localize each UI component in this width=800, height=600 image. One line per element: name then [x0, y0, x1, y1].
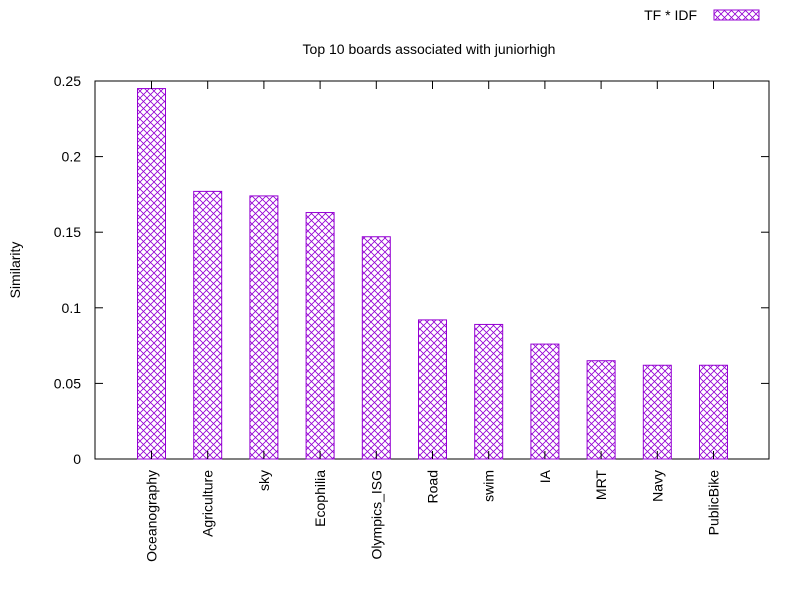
x-tick-label: IA: [537, 469, 553, 483]
bar-mrt: [586, 360, 616, 460]
x-tick-label: Ecophilia: [312, 470, 328, 527]
x-tick-label: sky: [256, 470, 272, 491]
chart-title: Top 10 boards associated with juniorhigh: [303, 41, 556, 57]
bar-oceanography: [137, 88, 166, 460]
bar-navy: [642, 364, 672, 460]
y-tick-label: 0.1: [62, 300, 82, 316]
x-tick-label: Oceanography: [144, 470, 160, 562]
bar-publicbike: [699, 364, 728, 460]
y-tick-label: 0.25: [54, 73, 81, 89]
x-tick-label: Agriculture: [200, 470, 216, 537]
x-tick-label: PublicBike: [706, 470, 722, 536]
y-axis-label: Similarity: [7, 242, 23, 299]
x-tick-label: MRT: [593, 470, 609, 501]
y-tick-label: 0: [73, 451, 81, 467]
x-tick-label: swim: [481, 470, 497, 502]
y-tick-label: 0.15: [54, 224, 81, 240]
bar-olympics-isg: [361, 236, 391, 460]
bar-ia: [530, 343, 560, 460]
bar-sky: [249, 195, 279, 460]
y-tick-label: 0.2: [62, 149, 82, 165]
x-tick-label: Navy: [649, 470, 665, 502]
x-tick-label: Road: [425, 470, 441, 503]
bar-road: [418, 319, 447, 460]
x-axis: Oceanography Agriculture sky Ecophilia Olymp…: [144, 81, 722, 562]
bars: [137, 88, 728, 460]
legend-label: TF * IDF: [644, 7, 697, 23]
x-tick-label: Olympics_ISG: [368, 470, 384, 559]
legend: TF * IDF: [644, 7, 760, 23]
y-tick-label: 0.05: [54, 375, 81, 391]
y-axis: 0 0.05 0.1 0.15 0.2 0.25: [54, 73, 769, 467]
bar-ecophilia: [305, 212, 335, 460]
legend-swatch: [713, 9, 760, 21]
bar-agriculture: [193, 190, 223, 460]
bar-swim: [474, 323, 504, 460]
